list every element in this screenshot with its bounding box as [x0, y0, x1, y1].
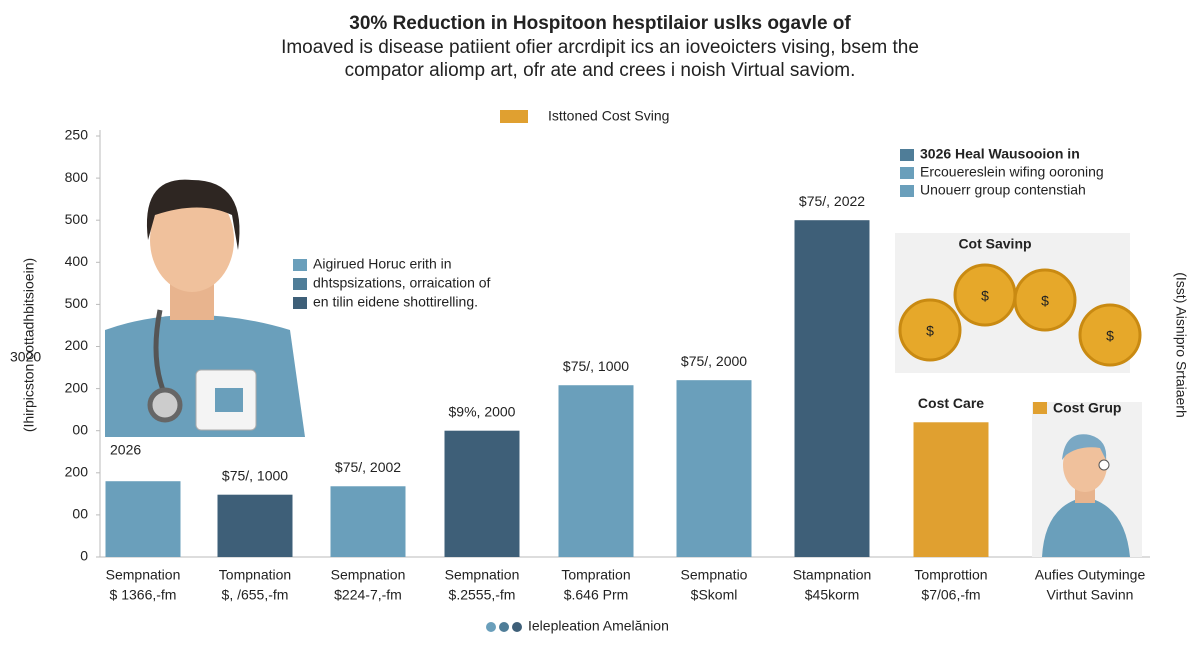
legend-label: Aigirued Horuc erith in: [313, 256, 452, 272]
title-line: compator aliomp art, ofr ate and crees i…: [345, 60, 856, 81]
y-tick-label: 0: [80, 548, 88, 564]
y-tick-label: 500: [65, 211, 89, 227]
y-tick-label: 250: [65, 127, 89, 143]
legend-swatch: [500, 110, 528, 123]
x-tick-label: Tomprottion: [914, 567, 987, 583]
nurse-illustration: [105, 179, 305, 437]
svg-text:$: $: [1106, 328, 1114, 344]
legend-label: 3026 Heal Wausooion in: [920, 146, 1080, 162]
title-line: 30% Reduction in Hospitoon hesptilaior u…: [349, 13, 851, 34]
bar: [105, 481, 181, 557]
legend-swatch: [293, 278, 307, 290]
legend-swatch: [900, 167, 914, 179]
bar: [217, 494, 293, 557]
bar-label: $75/, 2000: [681, 353, 747, 369]
y-tick-label: 200: [65, 337, 89, 353]
bar-label: $75/, 2002: [335, 459, 401, 475]
bar-label: $75/, 1000: [563, 358, 629, 374]
bar-label: $75/, 2022: [799, 193, 865, 209]
x-tick-sublabel: Virthut Savinn: [1047, 587, 1134, 603]
legend-label: en tilin eidene shottirelling.: [313, 294, 478, 310]
coin-box-title: Cot Savinp: [958, 236, 1031, 252]
patient-illustration: [1032, 402, 1142, 557]
y-axis-label: (Ihirpicston cottadhbitsioein): [21, 258, 37, 432]
y-tick-label: 200: [65, 379, 89, 395]
bottom-legend-dots: [486, 622, 522, 632]
legend-label: Ercouereslein wifing ooroning: [920, 164, 1104, 180]
svg-text:$: $: [1041, 293, 1049, 309]
bar-label: 2026: [110, 442, 141, 458]
y-tick-label: 800: [65, 169, 89, 185]
bottom-legend-label: Ielepleation Amelănion: [528, 618, 669, 634]
bar: [794, 220, 870, 557]
x-tick-sublabel: $.2555,-fm: [449, 587, 516, 603]
y-tick-label: 400: [65, 253, 89, 269]
x-tick-label: Sempnation: [331, 567, 406, 583]
bar: [444, 430, 520, 557]
legend-swatch: [900, 185, 914, 197]
legend-label: Cost Grup: [1053, 400, 1121, 416]
y-axis-prefix: 3020: [10, 349, 41, 365]
legend-swatch: [293, 259, 307, 271]
x-tick-label: Sempnatio: [681, 567, 748, 583]
bar-label: $75/, 1000: [222, 467, 288, 483]
x-tick-sublabel: $.646 Prm: [564, 587, 629, 603]
legend-swatch: [293, 297, 307, 309]
x-tick-sublabel: $, /655,-fm: [222, 587, 289, 603]
x-tick-label: Tompration: [561, 567, 630, 583]
y-tick-label: 00: [72, 506, 88, 522]
legend-swatch: [900, 149, 914, 161]
y-tick-label: 500: [65, 295, 89, 311]
x-tick-sublabel: $45korm: [805, 587, 859, 603]
legend-swatch: [1033, 402, 1047, 414]
x-tick-label: Sempnation: [445, 567, 520, 583]
x-tick-sublabel: $Skoml: [691, 587, 738, 603]
y2-axis-label: (Isst) Aisnipro Srtaiaerh: [1173, 272, 1189, 418]
bar: [676, 380, 752, 557]
x-tick-sublabel: $ 1366,-fm: [110, 587, 177, 603]
x-tick-label: Aufies Outyminge: [1035, 567, 1146, 583]
bar: [330, 486, 406, 557]
coin-illustration: $ $ $ $: [895, 233, 1142, 373]
x-tick-label: Tompnation: [219, 567, 291, 583]
x-tick-label: Sempnation: [106, 567, 181, 583]
bar-label: $9%, 2000: [449, 403, 516, 419]
svg-text:$: $: [926, 323, 934, 339]
legend-label: Unouerr group contenstiah: [920, 182, 1086, 198]
y-tick-label: 00: [72, 421, 88, 437]
y-tick-label: 200: [65, 464, 89, 480]
title-line: Imoaved is disease patiient ofier arcrdi…: [281, 37, 919, 58]
x-tick-label: Stampnation: [793, 567, 872, 583]
svg-text:$: $: [981, 288, 989, 304]
legend-label: dhtspsizations, orraication of: [313, 275, 491, 291]
legend-label: Isttoned Cost Sving: [548, 108, 669, 124]
bar: [558, 385, 634, 557]
x-tick-sublabel: $7/06,-fm: [921, 587, 980, 603]
bar-label: Cost Care: [918, 395, 984, 411]
x-tick-sublabel: $224-7,-fm: [334, 587, 402, 603]
bar: [913, 422, 989, 557]
